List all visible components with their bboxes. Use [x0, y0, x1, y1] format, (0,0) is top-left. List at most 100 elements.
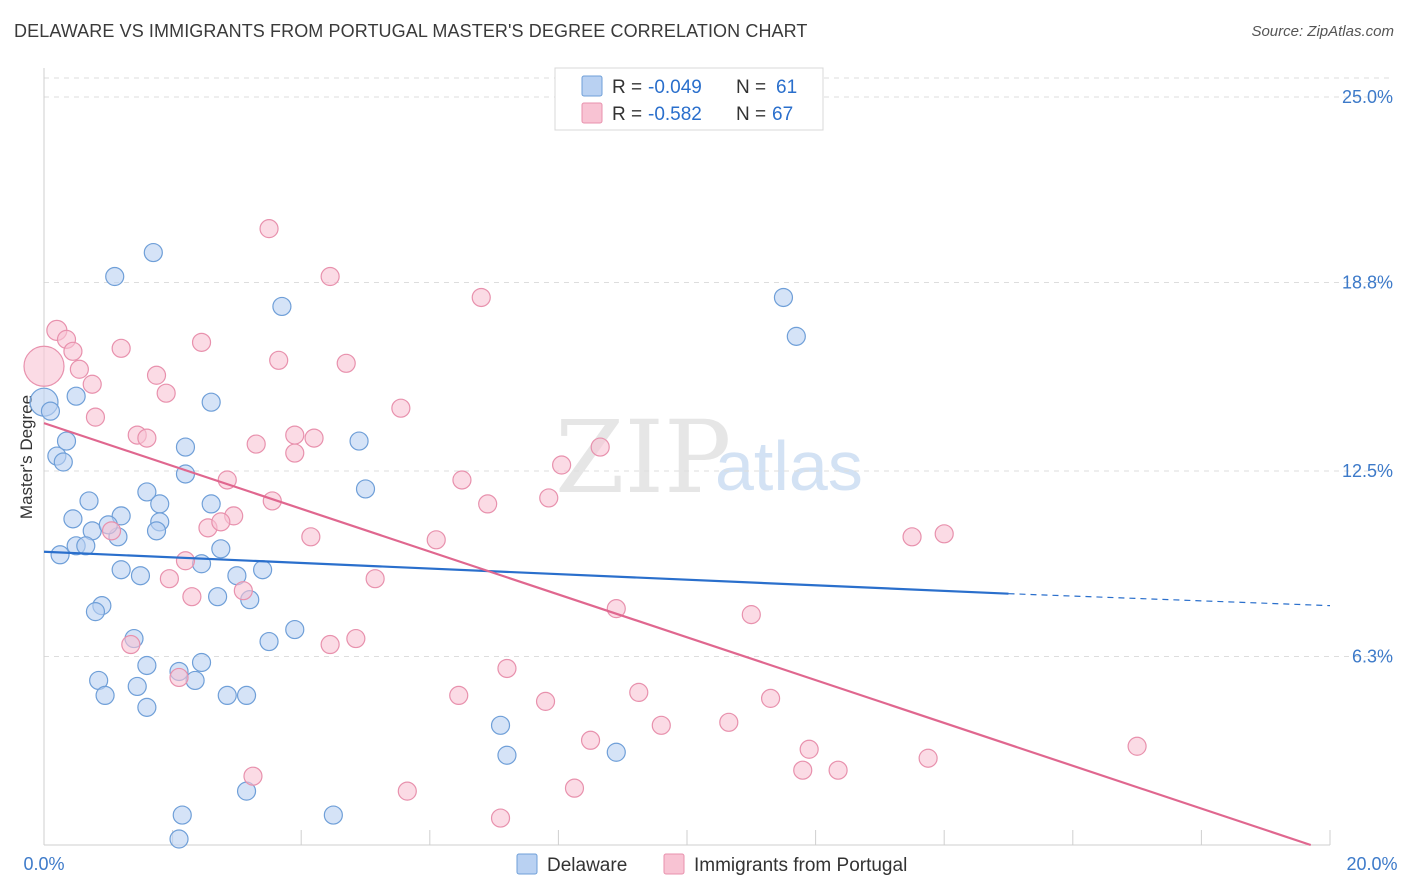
trend-lines [43, 422, 1331, 847]
delaware-point [95, 685, 115, 706]
portugal-point [590, 437, 610, 457]
portugal-point [397, 781, 417, 801]
portugal-point [497, 658, 517, 679]
portugal-point [246, 434, 266, 454]
y-tick-label: 25.0% [1342, 87, 1393, 107]
portugal-point [365, 569, 385, 589]
portugal-point [552, 455, 572, 475]
portugal-point [182, 587, 202, 607]
bottom-legend-label-portugal: Immigrants from Portugal [694, 855, 907, 876]
delaware-point [490, 715, 511, 735]
bottom-legend-label-delaware: Delaware [547, 855, 627, 876]
delaware-point [323, 805, 343, 825]
portugal-point [301, 527, 321, 547]
portugal-point [121, 634, 141, 655]
delaware-point [201, 494, 221, 514]
delaware-point [272, 296, 292, 317]
delaware-point [146, 521, 167, 541]
y-tick-label: 18.8% [1342, 273, 1393, 293]
delaware-trend-line [43, 550, 1009, 595]
legend-swatch-portugal [581, 102, 603, 124]
portugal-point [304, 428, 324, 448]
portugal-point [69, 359, 89, 379]
portugal-point [452, 470, 472, 490]
portugal-point [82, 374, 102, 394]
portugal-point [449, 685, 469, 706]
delaware-point [236, 685, 257, 706]
delaware-point [66, 386, 86, 406]
delaware-points [29, 242, 806, 849]
series-legend: Delaware Immigrants from Portugal [516, 853, 907, 876]
delaware-point [185, 670, 205, 691]
portugal-point [63, 341, 83, 361]
legend-r-value-1: -0.049 [648, 77, 702, 98]
portugal-point [111, 338, 131, 358]
portugal-point [651, 715, 671, 735]
portugal-point [320, 266, 340, 287]
delaware-point [50, 545, 70, 565]
portugal-point [85, 407, 106, 427]
portugal-point [146, 365, 167, 385]
portugal-point [478, 494, 498, 514]
legend-r-label-1: R = [612, 77, 642, 98]
delaware-point [137, 482, 157, 502]
portugal-point [285, 443, 305, 463]
delaware-point [606, 742, 626, 762]
delaware-point [63, 509, 83, 529]
portugal-point [175, 551, 196, 571]
portugal-point [23, 345, 65, 387]
portugal-point [156, 383, 176, 403]
x-tick-label-min: 0.0% [23, 854, 64, 874]
portugal-point [580, 730, 601, 750]
delaware-point [137, 697, 157, 717]
legend-n-value-2: 67 [772, 104, 793, 125]
portugal-point [490, 808, 511, 828]
delaware-point [53, 452, 73, 472]
delaware-point [56, 431, 77, 451]
x-axis-ticks [172, 830, 1331, 845]
delaware-point [150, 494, 170, 514]
legend-n-label-2: N = [736, 104, 766, 125]
portugal-point [346, 628, 366, 649]
portugal-point [101, 521, 122, 541]
y-axis-tick-labels: 6.3% 12.5% 18.8% 25.0% [1342, 87, 1393, 667]
delaware-point [285, 619, 305, 640]
delaware-point [85, 602, 106, 622]
delaware-point [137, 655, 157, 676]
x-tick-label-max: 20.0% [1346, 854, 1397, 874]
bottom-legend-swatch-delaware [516, 853, 538, 875]
correlation-legend: R = -0.049 N = 61 R = -0.582 N = 67 [554, 67, 824, 131]
portugal-point [243, 766, 263, 786]
portugal-point [902, 527, 922, 547]
legend-r-value-2: -0.582 [648, 104, 702, 125]
delaware-point [773, 287, 794, 308]
delaware-point [172, 805, 192, 825]
delaware-point [786, 326, 806, 346]
portugal-point [426, 530, 446, 550]
delaware-point [259, 631, 279, 652]
portugal-point [233, 581, 253, 601]
portugal-point [629, 682, 649, 703]
legend-swatch-delaware [581, 75, 603, 97]
chart-source: Source: ZipAtlas.com [1251, 23, 1394, 40]
delaware-point [253, 560, 273, 580]
chart-title: DELAWARE VS IMMIGRANTS FROM PORTUGAL MAS… [14, 21, 808, 41]
delaware-point [217, 685, 237, 706]
portugal-point [211, 512, 231, 532]
portugal-point [918, 748, 938, 768]
delaware-point [79, 491, 99, 511]
portugal-point [169, 667, 189, 688]
delaware-point [349, 431, 369, 451]
delaware-point [201, 392, 221, 412]
portugal-point [285, 425, 305, 445]
y-axis-title: Master's Degree [17, 395, 36, 519]
portugal-point [269, 350, 289, 370]
gridlines [44, 77, 1392, 658]
portugal-point [217, 470, 237, 490]
portugal-point [320, 634, 340, 655]
portugal-point [828, 760, 848, 780]
portugal-point [471, 287, 491, 308]
delaware-point [127, 676, 147, 697]
delaware-point [211, 539, 231, 559]
delaware-point [169, 829, 189, 849]
